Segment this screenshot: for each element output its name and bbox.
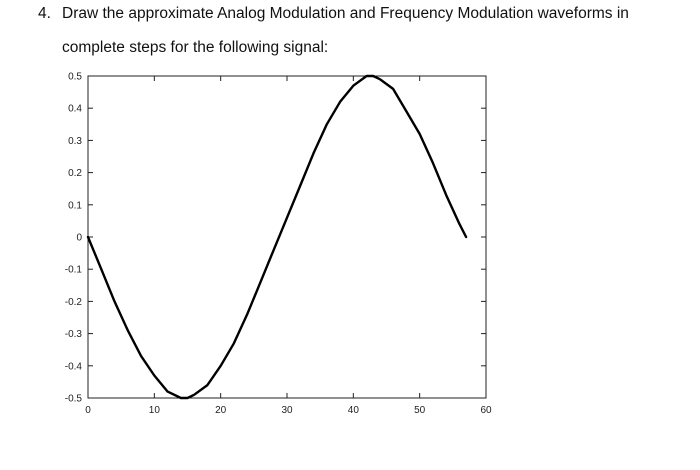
x-tick-label: 0 [85, 405, 91, 416]
y-tick-label: 0.3 [68, 136, 82, 147]
question-number: 4. [38, 5, 51, 22]
x-tick-label: 20 [215, 405, 227, 416]
question-text-block: 4. Draw the approximate Analog Modulation… [0, 0, 700, 60]
plot-frame [87, 75, 487, 399]
y-tick-label: -0.4 [65, 361, 83, 372]
question-line-2: complete steps for the following signal: [62, 39, 329, 56]
x-tick-label: 40 [348, 405, 360, 416]
y-tick-label: 0 [76, 233, 82, 244]
axes-layer [87, 75, 487, 399]
series-layer [86, 74, 468, 400]
y-tick-label: -0.2 [65, 297, 83, 308]
y-tick-label: -0.5 [65, 394, 83, 405]
y-tick-label: 0.5 [68, 72, 82, 83]
x-tick-label: 60 [480, 405, 492, 416]
y-tick-label: -0.3 [65, 329, 83, 340]
y-tick-label: 0.4 [68, 104, 82, 115]
x-tick-label: 50 [414, 405, 426, 416]
question-line-1: 4. Draw the approximate Analog Modulation… [38, 6, 629, 22]
ticks-layer: 0.50.40.30.20.10-0.1-0.2-0.3-0.4-0.50 10 2… [65, 72, 492, 417]
y-tick-label: 0.1 [68, 200, 82, 211]
y-tick-label: -0.1 [65, 265, 83, 276]
x-tick-label: 10 [149, 405, 161, 416]
signal-line [86, 74, 468, 400]
question-line-1-text: Draw the approximate Analog Modulation a… [62, 5, 629, 22]
y-tick-label: 0.2 [68, 168, 82, 179]
x-tick-label: 30 [281, 405, 293, 416]
